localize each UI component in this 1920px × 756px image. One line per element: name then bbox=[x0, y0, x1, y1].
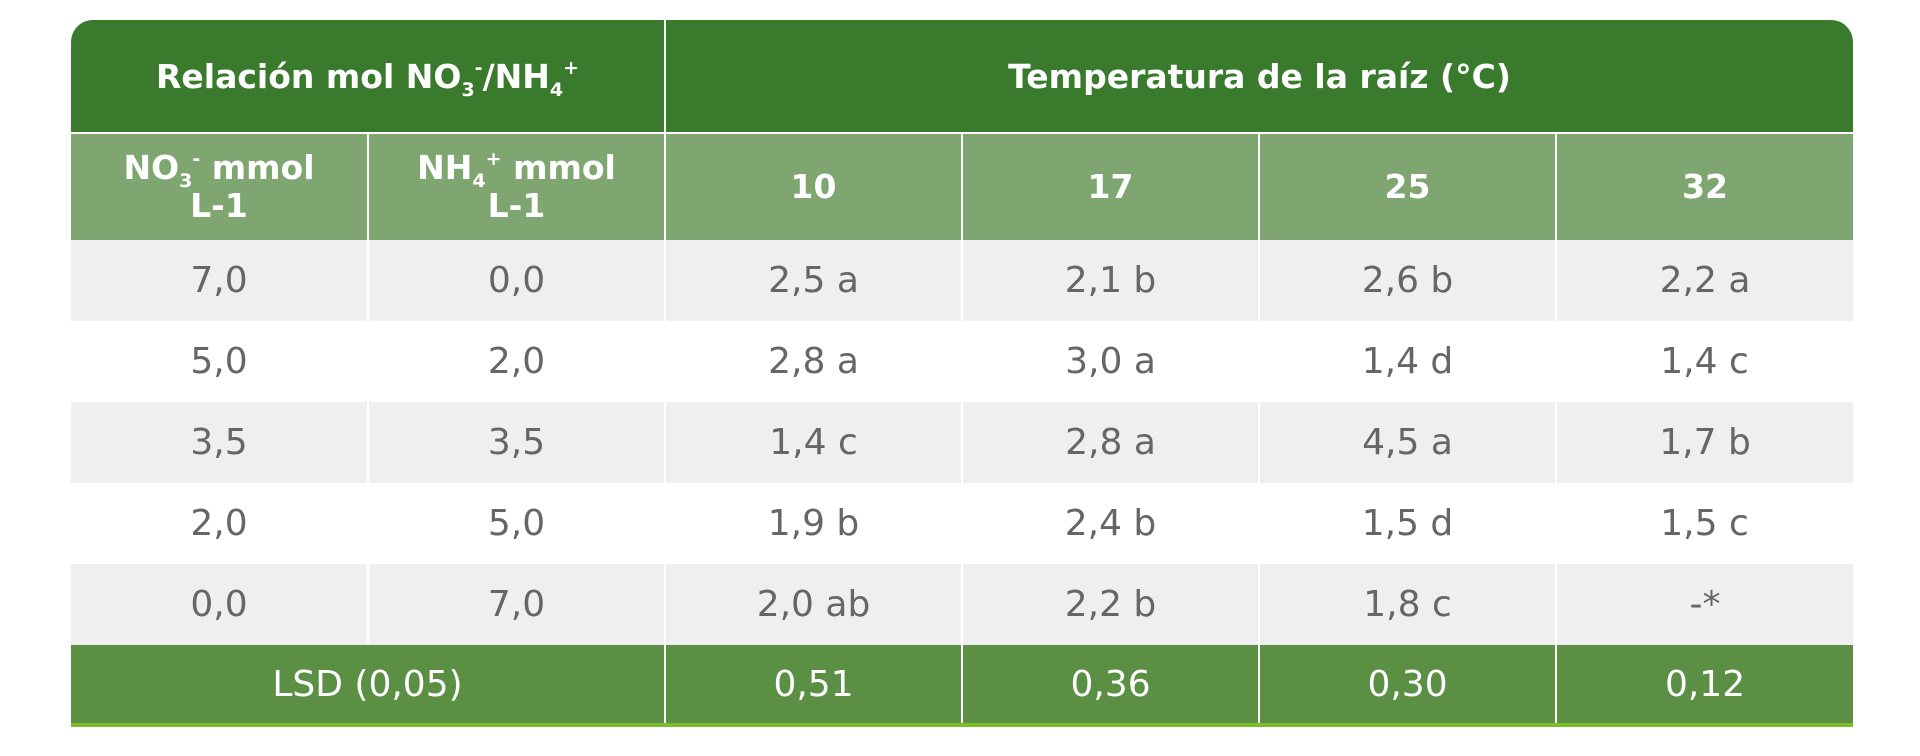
cell-no3: 5,0 bbox=[71, 321, 369, 402]
header-row-sub: NO3- mmol L-1 NH4+ mmol L-1 10 17 25 32 bbox=[71, 133, 1854, 240]
cell-nh4: 0,0 bbox=[368, 240, 667, 321]
header-row-top: Relación mol NO3-/NH4+ Temperatura de la… bbox=[71, 20, 1854, 134]
col-header-temp: 10 bbox=[665, 133, 964, 240]
cell-value: 1,5 c bbox=[1556, 483, 1855, 564]
col-header-temp: 25 bbox=[1259, 133, 1558, 240]
cell-no3: 0,0 bbox=[71, 564, 369, 645]
temperature-header: Temperatura de la raíz (°C) bbox=[665, 20, 1854, 134]
cell-value: 2,2 b bbox=[962, 564, 1261, 645]
cell-nh4: 3,5 bbox=[368, 402, 667, 483]
cell-no3: 7,0 bbox=[71, 240, 369, 321]
cell-no3: 2,0 bbox=[71, 483, 369, 564]
cell-value: 2,6 b bbox=[1259, 240, 1558, 321]
lsd-value: 0,36 bbox=[962, 645, 1261, 727]
cell-value: 2,8 a bbox=[665, 321, 964, 402]
cell-nh4: 5,0 bbox=[368, 483, 667, 564]
lsd-row: LSD (0,05) 0,51 0,36 0,30 0,12 bbox=[71, 645, 1854, 727]
table-row: 2,0 5,0 1,9 b 2,4 b 1,5 d 1,5 c bbox=[71, 483, 1855, 564]
cell-value: 2,0 ab bbox=[665, 564, 964, 645]
cell-value: 2,8 a bbox=[962, 402, 1261, 483]
col-header-no3: NO3- mmol L-1 bbox=[71, 133, 369, 240]
cell-value: 2,4 b bbox=[962, 483, 1261, 564]
lsd-label: LSD (0,05) bbox=[71, 645, 667, 727]
cell-value: 1,9 b bbox=[665, 483, 964, 564]
cell-value: 1,8 c bbox=[1259, 564, 1558, 645]
lsd-value: 0,51 bbox=[665, 645, 964, 727]
data-table-container: Relación mol NO3-/NH4+ Temperatura de la… bbox=[71, 20, 1855, 727]
cell-value: 1,4 c bbox=[1556, 321, 1855, 402]
cell-nh4: 2,0 bbox=[368, 321, 667, 402]
cell-value: -* bbox=[1556, 564, 1854, 645]
table-row: 5,0 2,0 2,8 a 3,0 a 1,4 d 1,4 c bbox=[71, 321, 1855, 402]
cell-value: 4,5 a bbox=[1259, 402, 1558, 483]
col-header-temp: 32 bbox=[1556, 133, 1854, 240]
cell-value: 1,5 d bbox=[1259, 483, 1558, 564]
ratio-header: Relación mol NO3-/NH4+ bbox=[71, 20, 667, 134]
lsd-value: 0,12 bbox=[1556, 645, 1854, 727]
col-header-temp: 17 bbox=[962, 133, 1261, 240]
cell-no3: 3,5 bbox=[71, 402, 369, 483]
cell-value: 2,2 a bbox=[1556, 240, 1854, 321]
table-row: 7,0 0,0 2,5 a 2,1 b 2,6 b 2,2 a bbox=[71, 240, 1854, 321]
table-row: 3,5 3,5 1,4 c 2,8 a 4,5 a 1,7 b bbox=[71, 402, 1854, 483]
cell-value: 2,5 a bbox=[665, 240, 964, 321]
cell-value: 1,7 b bbox=[1556, 402, 1854, 483]
cell-value: 1,4 c bbox=[665, 402, 964, 483]
table-row: 0,0 7,0 2,0 ab 2,2 b 1,8 c -* bbox=[71, 564, 1854, 645]
lsd-value: 0,30 bbox=[1259, 645, 1558, 727]
cell-nh4: 7,0 bbox=[368, 564, 667, 645]
col-header-nh4: NH4+ mmol L-1 bbox=[368, 133, 667, 240]
cell-value: 2,1 b bbox=[962, 240, 1261, 321]
data-table: Relación mol NO3-/NH4+ Temperatura de la… bbox=[71, 20, 1855, 727]
cell-value: 1,4 d bbox=[1259, 321, 1558, 402]
cell-value: 3,0 a bbox=[962, 321, 1261, 402]
